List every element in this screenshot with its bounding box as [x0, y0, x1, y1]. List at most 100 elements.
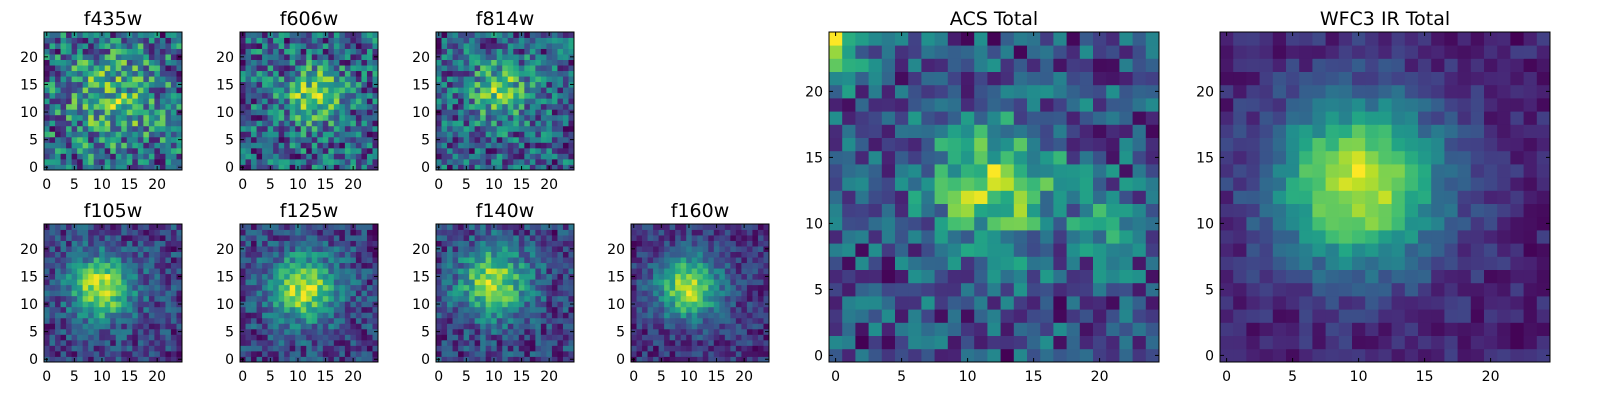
heatmap-cell — [170, 235, 177, 241]
heatmap-cell — [121, 240, 128, 247]
heatmap-cell — [568, 323, 575, 330]
heatmap-cell — [165, 240, 172, 247]
heatmap-cell — [730, 350, 737, 357]
heatmap-cell — [245, 317, 252, 324]
heatmap-cell — [485, 279, 492, 286]
heatmap-cell — [631, 317, 637, 324]
heatmap-cell — [148, 109, 155, 116]
heatmap-cell — [284, 317, 291, 324]
heatmap-cell — [148, 92, 155, 99]
heatmap-cell — [1066, 309, 1081, 323]
heatmap-cell — [104, 290, 111, 297]
heatmap-cell — [1066, 348, 1081, 363]
heatmap-cell — [126, 339, 133, 346]
heatmap-cell — [333, 103, 340, 110]
heatmap-cell — [719, 345, 726, 352]
heatmap-cell — [895, 177, 909, 191]
heatmap-cell — [562, 356, 569, 363]
heatmap-cell — [295, 114, 302, 121]
heatmap-cell — [524, 246, 531, 252]
heatmap-cell — [829, 190, 843, 204]
heatmap-cell — [350, 323, 357, 330]
heatmap-cell — [328, 43, 335, 49]
heatmap-cell — [829, 256, 843, 270]
heatmap-cell — [551, 328, 558, 335]
heatmap-cell — [474, 81, 481, 88]
heatmap-cell — [71, 273, 78, 280]
heatmap-cell — [675, 328, 682, 335]
heatmap-cell — [763, 235, 770, 241]
heatmap-cell — [452, 70, 459, 77]
heatmap-cell — [66, 312, 72, 319]
heatmap-cell — [763, 339, 770, 346]
heatmap-cell — [947, 348, 962, 363]
heatmap-cell — [289, 109, 296, 116]
heatmap-cell — [441, 109, 448, 116]
heatmap-cell — [44, 306, 50, 313]
heatmap-cell — [441, 279, 448, 286]
heatmap-cell — [165, 312, 172, 319]
heatmap-cell — [300, 301, 307, 308]
heatmap-cell — [154, 312, 161, 319]
heatmap-cell — [372, 59, 379, 66]
heatmap-cell — [551, 273, 558, 280]
heatmap-cell — [251, 235, 257, 241]
heatmap-cell — [311, 142, 318, 149]
heatmap-cell — [961, 177, 975, 191]
heatmap-cell — [93, 43, 100, 49]
heatmap-cell — [88, 65, 95, 72]
heatmap-cell — [245, 65, 252, 72]
heatmap-cell — [240, 290, 246, 297]
heatmap-cell — [636, 246, 643, 252]
heatmap-cell — [251, 76, 257, 83]
heatmap-cell — [137, 251, 144, 258]
heatmap-cell — [60, 295, 67, 302]
heatmap-cell — [474, 328, 481, 335]
heatmap-cell — [306, 246, 313, 252]
heatmap-cell — [295, 295, 302, 302]
heatmap-cell — [132, 257, 139, 264]
heatmap-cell — [524, 153, 531, 160]
heatmap-cell — [1145, 335, 1160, 350]
heatmap-cell — [49, 48, 56, 55]
heatmap-cell — [507, 356, 514, 363]
heatmap-cell — [496, 164, 503, 171]
heatmap-cell — [524, 48, 531, 55]
heatmap-cell — [557, 235, 564, 241]
heatmap-cell — [934, 335, 949, 350]
heatmap-cell — [256, 224, 263, 230]
heatmap-cell — [1132, 269, 1147, 284]
heatmap-cell — [372, 103, 379, 110]
heatmap-cell — [121, 235, 128, 241]
heatmap-cell — [366, 142, 373, 149]
heatmap-cell — [441, 120, 448, 127]
heatmap-cell — [284, 43, 291, 49]
heatmap-cell — [82, 290, 89, 297]
heatmap-cell — [463, 92, 470, 99]
heatmap-cell — [1066, 216, 1081, 231]
heatmap-cell — [447, 301, 453, 308]
heatmap-cell — [132, 262, 139, 269]
heatmap-cell — [557, 356, 564, 363]
heatmap-cell — [458, 312, 464, 319]
heatmap-cell — [546, 37, 553, 44]
heatmap-cell — [115, 290, 122, 297]
heatmap-cell — [328, 153, 335, 160]
heatmap-cell — [66, 246, 72, 252]
heatmap-cell — [366, 224, 373, 230]
heatmap-cell — [480, 328, 487, 335]
heatmap-cell — [1027, 348, 1041, 363]
heatmap-cell — [93, 323, 100, 330]
heatmap-cell — [300, 120, 307, 127]
heatmap-cell — [110, 306, 117, 313]
heatmap-cell — [540, 306, 547, 313]
heatmap-cell — [132, 131, 139, 138]
heatmap-cell — [295, 251, 302, 258]
heatmap-cell — [702, 273, 709, 280]
heatmap-cell — [491, 136, 498, 143]
heatmap-cell — [557, 92, 564, 99]
heatmap-cell — [333, 153, 340, 160]
heatmap-cell — [295, 262, 302, 269]
heatmap-cell — [121, 334, 128, 341]
heatmap-cell — [535, 125, 542, 132]
